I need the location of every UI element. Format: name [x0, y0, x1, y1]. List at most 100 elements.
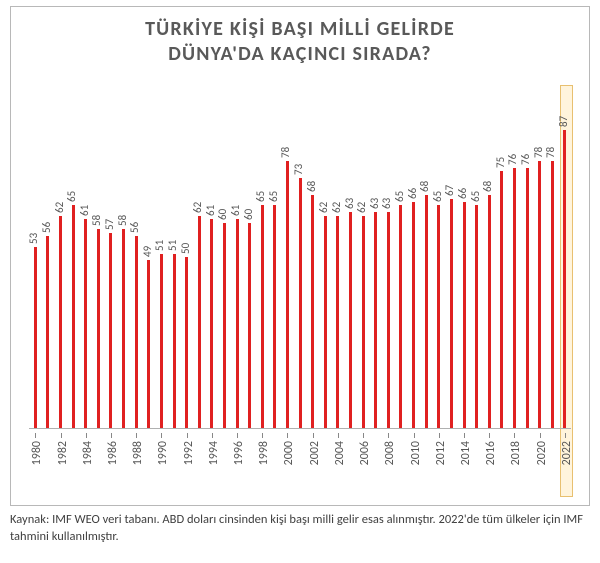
bar: 68: [488, 195, 491, 429]
bar-value-label: 68: [418, 181, 431, 192]
x-slot: [546, 433, 559, 497]
plot-area: 5356626561585758564951515062616061606565…: [29, 85, 571, 429]
bar-slot: 60: [243, 85, 256, 429]
bar-slot: 67: [445, 85, 458, 429]
bar: 62: [362, 216, 365, 429]
x-slot: [344, 433, 357, 497]
x-slot: 2012: [433, 433, 446, 497]
bar-slot: 58: [117, 85, 130, 429]
x-slot: 1984: [79, 433, 92, 497]
bar-value-label: 62: [191, 202, 204, 213]
bar-value-label: 56: [128, 222, 141, 233]
bar-value-label: 58: [90, 215, 103, 226]
x-slot: 1992: [180, 433, 193, 497]
bar-slot: 51: [155, 85, 168, 429]
bar: 67: [450, 199, 453, 429]
x-slot: 1994: [206, 433, 219, 497]
x-slot: [445, 433, 458, 497]
bar-value-label: 58: [116, 215, 129, 226]
bar-slot: 62: [54, 85, 67, 429]
bar: 62: [59, 216, 62, 429]
bar: 68: [311, 195, 314, 429]
x-tick: [35, 433, 36, 438]
bar-value-label: 66: [406, 188, 419, 199]
bar: 60: [248, 223, 251, 429]
x-tick: [111, 433, 112, 438]
chart-footnote: Kaynak: IMF WEO veri tabanı. ABD doları …: [10, 512, 590, 546]
bar-value-label: 65: [267, 191, 280, 202]
bar-slot: 50: [180, 85, 193, 429]
x-slot: [193, 433, 206, 497]
x-slot: 2006: [357, 433, 370, 497]
bar-slot: 66: [407, 85, 420, 429]
x-slot: [395, 433, 408, 497]
x-slot: [294, 433, 307, 497]
bar: 62: [336, 216, 339, 429]
bar-slot: 58: [92, 85, 105, 429]
bar-slot: 63: [344, 85, 357, 429]
bar-value-label: 65: [393, 191, 406, 202]
x-slot: 1996: [231, 433, 244, 497]
bar-slot: 76: [508, 85, 521, 429]
bar-slot: 62: [319, 85, 332, 429]
x-axis-label: 2022: [560, 441, 574, 465]
bar-slot: 78: [281, 85, 294, 429]
x-tick: [187, 433, 188, 438]
bar-slot: 65: [256, 85, 269, 429]
x-slot: 2004: [332, 433, 345, 497]
bar: 51: [173, 254, 176, 429]
x-tick: [363, 433, 364, 438]
bar-value-label: 87: [557, 116, 570, 127]
bar-slot: 51: [168, 85, 181, 429]
bar-value-label: 63: [368, 198, 381, 209]
bar-slot: 49: [142, 85, 155, 429]
x-slot: 2010: [407, 433, 420, 497]
bar-slot: 78: [533, 85, 546, 429]
x-tick: [338, 433, 339, 438]
x-tick: [439, 433, 440, 438]
bar-value-label: 78: [544, 147, 557, 158]
bar-slot: 68: [420, 85, 433, 429]
x-slot: [218, 433, 231, 497]
x-slot: [496, 433, 509, 497]
bar-value-label: 57: [103, 219, 116, 230]
bar-slot: 62: [193, 85, 206, 429]
bar-value-label: 62: [330, 202, 343, 213]
bar: 76: [513, 168, 516, 429]
x-tick: [565, 433, 566, 438]
bar: 58: [122, 229, 125, 429]
x-tick: [161, 433, 162, 438]
bar: 65: [437, 205, 440, 429]
x-tick: [540, 433, 541, 438]
bar-value-label: 78: [532, 147, 545, 158]
bar: 61: [84, 219, 87, 429]
bar: 56: [135, 236, 138, 429]
bar-value-label: 75: [494, 157, 507, 168]
bar: 68: [425, 195, 428, 429]
bar-slot: 61: [231, 85, 244, 429]
bar: 57: [109, 233, 112, 429]
bar-slot: 63: [382, 85, 395, 429]
bar-value-label: 78: [279, 147, 292, 158]
chart-title: TÜRKİYE KİŞİ BAŞI MİLLİ GELİRDE DÜNYA'DA…: [11, 7, 589, 73]
x-slot: 2018: [508, 433, 521, 497]
bar-value-label: 65: [469, 191, 482, 202]
bar: 51: [160, 254, 163, 429]
bar-value-label: 65: [65, 191, 78, 202]
bar-slot: 63: [369, 85, 382, 429]
x-slot: [521, 433, 534, 497]
bar-slot: 56: [130, 85, 143, 429]
x-slot: [269, 433, 282, 497]
bar: 66: [412, 202, 415, 429]
bar-value-label: 63: [343, 198, 356, 209]
bar-value-label: 68: [305, 181, 318, 192]
bar-value-label: 63: [380, 198, 393, 209]
x-tick: [212, 433, 213, 438]
x-slot: 1998: [256, 433, 269, 497]
bar-slot: 73: [294, 85, 307, 429]
bar-value-label: 65: [254, 191, 267, 202]
x-axis: 1980198219841986198819901992199419961998…: [29, 433, 571, 497]
bar-value-label: 66: [456, 188, 469, 199]
bar: 58: [97, 229, 100, 429]
chart-container: TÜRKİYE KİŞİ BAŞI MİLLİ GELİRDE DÜNYA'DA…: [10, 6, 590, 506]
